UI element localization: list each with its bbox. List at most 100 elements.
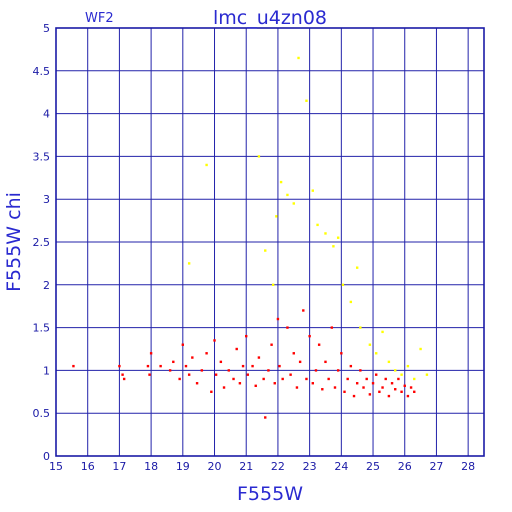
data-point-main xyxy=(118,364,121,368)
data-point-secondary xyxy=(341,283,345,286)
data-point-main xyxy=(241,364,245,368)
data-point-main xyxy=(359,369,362,372)
data-point-main xyxy=(317,343,321,346)
series-secondary-points xyxy=(187,56,429,381)
y-tick-label: 1.5 xyxy=(33,322,51,335)
data-point-secondary xyxy=(205,163,208,167)
data-point-main xyxy=(324,360,327,364)
data-point-secondary xyxy=(305,99,308,102)
data-point-secondary xyxy=(413,377,416,381)
data-point-main xyxy=(251,364,254,368)
data-point-main xyxy=(298,360,302,364)
data-point-main xyxy=(205,352,208,355)
x-tick-label: 28 xyxy=(461,460,475,473)
data-point-main xyxy=(238,382,242,385)
data-point-secondary xyxy=(336,236,340,239)
data-point-main xyxy=(371,382,375,385)
data-point-main xyxy=(387,394,391,398)
data-point-main xyxy=(184,364,188,368)
y-tick-label: 3 xyxy=(43,193,50,206)
data-point-main xyxy=(314,369,318,372)
data-point-main xyxy=(346,377,349,381)
data-point-main xyxy=(355,382,359,385)
data-point-main xyxy=(378,390,381,393)
data-point-main xyxy=(384,377,387,381)
x-tick-label: 18 xyxy=(144,460,158,473)
data-point-main xyxy=(148,373,151,376)
y-tick-label: 2 xyxy=(43,279,50,292)
y-tick-label: 4 xyxy=(43,108,50,121)
data-point-main xyxy=(178,377,181,381)
y-tick-label: 4.5 xyxy=(33,65,51,78)
data-point-main xyxy=(254,384,257,388)
data-point-main xyxy=(333,386,337,389)
data-point-main xyxy=(365,377,368,381)
data-point-secondary xyxy=(425,373,429,376)
data-point-main xyxy=(305,377,308,381)
data-point-main xyxy=(191,356,194,359)
data-point-main xyxy=(394,388,397,391)
data-point-main xyxy=(281,377,284,381)
data-point-main xyxy=(276,317,280,321)
data-point-main xyxy=(362,386,365,389)
data-point-main xyxy=(278,364,281,368)
series-main-points xyxy=(72,309,416,419)
data-point-main xyxy=(227,369,230,372)
x-tick-label: 21 xyxy=(239,460,253,473)
data-point-main xyxy=(308,334,311,338)
data-point-secondary xyxy=(271,283,275,286)
data-point-secondary xyxy=(264,249,267,252)
data-point-main xyxy=(403,384,406,388)
data-point-main xyxy=(321,388,324,391)
data-point-main xyxy=(289,373,292,376)
data-point-main xyxy=(159,364,162,368)
data-point-secondary xyxy=(324,232,327,235)
y-tick-label: 5 xyxy=(43,22,50,35)
data-point-main xyxy=(235,347,238,351)
data-point-main xyxy=(311,382,314,385)
data-point-secondary xyxy=(419,347,422,351)
data-point-secondary xyxy=(368,343,372,346)
data-point-secondary xyxy=(381,330,384,334)
y-tick-label: 1 xyxy=(43,364,50,377)
data-point-main xyxy=(336,369,340,372)
data-point-main xyxy=(397,377,400,381)
data-point-secondary xyxy=(316,223,319,227)
data-point-main xyxy=(232,377,235,381)
data-point-secondary xyxy=(394,369,397,372)
x-axis-label: F555W xyxy=(237,483,303,505)
data-point-secondary xyxy=(387,360,391,364)
data-point-main xyxy=(122,377,126,381)
x-tick-label: 26 xyxy=(398,460,412,473)
x-tick-label: 27 xyxy=(429,460,443,473)
data-point-main xyxy=(262,377,265,381)
x-tick-label: 16 xyxy=(81,460,95,473)
data-point-main xyxy=(146,364,150,368)
data-point-main xyxy=(292,352,295,355)
corner-label: WF2 xyxy=(85,11,114,26)
data-point-secondary xyxy=(332,245,335,248)
data-point-main xyxy=(219,360,223,364)
data-point-main xyxy=(168,369,172,372)
data-point-main xyxy=(400,390,403,393)
x-tick-label: 22 xyxy=(271,460,285,473)
data-point-main xyxy=(352,394,356,398)
data-point-main xyxy=(214,373,218,376)
data-point-main xyxy=(246,373,250,376)
y-tick-label: 0.5 xyxy=(33,407,51,420)
data-point-main xyxy=(381,386,384,389)
x-tick-label: 17 xyxy=(112,460,126,473)
data-point-secondary xyxy=(286,193,289,197)
data-point-secondary xyxy=(187,262,191,265)
data-point-main xyxy=(413,390,416,393)
data-point-main xyxy=(295,386,299,389)
x-tick-label: 19 xyxy=(176,460,190,473)
x-tick-label: 23 xyxy=(303,460,317,473)
data-point-secondary xyxy=(297,56,300,60)
data-point-main xyxy=(390,382,394,385)
data-point-secondary xyxy=(359,326,362,329)
x-tick-label: 24 xyxy=(334,460,348,473)
data-point-main xyxy=(286,326,289,329)
data-point-main xyxy=(406,394,410,398)
